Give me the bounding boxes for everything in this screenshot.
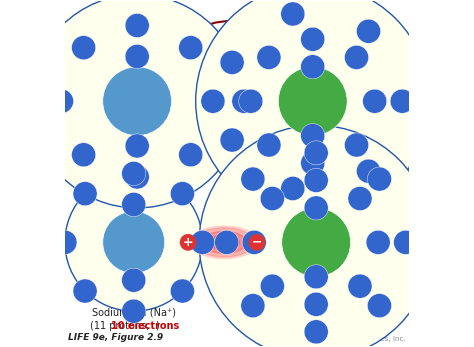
Circle shape (170, 279, 194, 303)
Circle shape (366, 230, 390, 254)
Circle shape (220, 128, 244, 152)
Ellipse shape (190, 226, 259, 259)
Circle shape (215, 230, 239, 254)
Circle shape (304, 196, 328, 220)
Text: Chloride ion (Cl⁻): Chloride ion (Cl⁻) (274, 308, 358, 318)
Circle shape (278, 67, 347, 136)
Text: +: + (183, 236, 193, 249)
Circle shape (179, 143, 203, 167)
Circle shape (241, 167, 265, 191)
Circle shape (103, 67, 172, 136)
Circle shape (223, 12, 402, 191)
Circle shape (199, 125, 433, 347)
Circle shape (92, 57, 182, 146)
Circle shape (201, 89, 225, 113)
Circle shape (304, 168, 328, 193)
Text: Sodium ion (Na⁺): Sodium ion (Na⁺) (92, 308, 176, 318)
Circle shape (191, 230, 215, 254)
Circle shape (281, 176, 305, 201)
Circle shape (281, 2, 305, 26)
Circle shape (65, 174, 202, 311)
Circle shape (348, 186, 372, 211)
Circle shape (122, 268, 146, 292)
Circle shape (122, 161, 146, 186)
Circle shape (220, 50, 244, 74)
Text: © 2011 Sinauer Associates, Inc.: © 2011 Sinauer Associates, Inc. (293, 336, 406, 342)
Circle shape (72, 143, 96, 167)
Ellipse shape (201, 231, 247, 253)
Circle shape (239, 89, 263, 113)
Circle shape (390, 89, 414, 113)
Circle shape (282, 208, 351, 277)
Ellipse shape (209, 235, 239, 249)
Circle shape (301, 151, 325, 175)
Circle shape (356, 19, 381, 43)
Circle shape (196, 0, 430, 218)
Circle shape (304, 141, 328, 165)
Text: 17 electrons: 17 electrons (290, 166, 358, 176)
Circle shape (304, 292, 328, 316)
Circle shape (242, 230, 266, 254)
Circle shape (73, 279, 97, 303)
Text: (11 protons,: (11 protons, (94, 166, 156, 176)
Circle shape (96, 204, 172, 280)
Circle shape (345, 45, 369, 69)
Circle shape (257, 133, 281, 157)
Circle shape (345, 133, 369, 157)
Text: ): ) (338, 321, 342, 331)
Circle shape (254, 180, 378, 304)
Circle shape (251, 39, 374, 163)
Ellipse shape (194, 228, 255, 257)
Circle shape (125, 44, 149, 68)
Circle shape (367, 167, 392, 191)
Text: 11 electrons: 11 electrons (114, 166, 182, 176)
Text: Sodium atom (Na): Sodium atom (Na) (92, 153, 182, 163)
Text: 18 electrons: 18 electrons (293, 321, 362, 331)
Circle shape (227, 153, 406, 332)
Circle shape (170, 181, 194, 206)
Text: Chlorine atom (Cl): Chlorine atom (Cl) (268, 153, 357, 163)
Circle shape (393, 230, 418, 254)
Circle shape (53, 230, 77, 254)
Circle shape (257, 45, 281, 69)
Circle shape (125, 134, 149, 158)
Circle shape (260, 274, 284, 298)
Circle shape (122, 299, 146, 323)
Circle shape (30, 0, 244, 208)
Text: 10 electrons: 10 electrons (111, 321, 179, 331)
Circle shape (122, 193, 146, 217)
Circle shape (241, 294, 265, 318)
Text: ): ) (159, 166, 163, 176)
Circle shape (125, 165, 149, 189)
Circle shape (260, 186, 284, 211)
Circle shape (232, 89, 256, 113)
Circle shape (348, 274, 372, 298)
Circle shape (363, 89, 387, 113)
Text: ): ) (155, 321, 159, 331)
Text: (11 protons,: (11 protons, (90, 321, 153, 331)
Circle shape (125, 14, 149, 37)
Text: −: − (252, 236, 262, 249)
Circle shape (72, 36, 96, 60)
Circle shape (278, 67, 347, 136)
Circle shape (304, 320, 328, 344)
Circle shape (304, 265, 328, 289)
Text: ): ) (335, 166, 338, 176)
Circle shape (73, 181, 97, 206)
Text: (17 protons,: (17 protons, (269, 166, 332, 176)
Circle shape (356, 159, 381, 183)
Circle shape (62, 25, 213, 177)
Circle shape (301, 124, 325, 148)
Text: (17 protons,: (17 protons, (273, 321, 335, 331)
Circle shape (103, 211, 164, 273)
Circle shape (301, 27, 325, 51)
Circle shape (49, 89, 73, 113)
Circle shape (367, 294, 392, 318)
Circle shape (179, 36, 203, 60)
Circle shape (282, 208, 351, 277)
Text: LIFE 9e, Figure 2.9: LIFE 9e, Figure 2.9 (68, 333, 164, 342)
Circle shape (301, 55, 325, 79)
Text: Ionic
bond: Ionic bond (229, 177, 252, 196)
